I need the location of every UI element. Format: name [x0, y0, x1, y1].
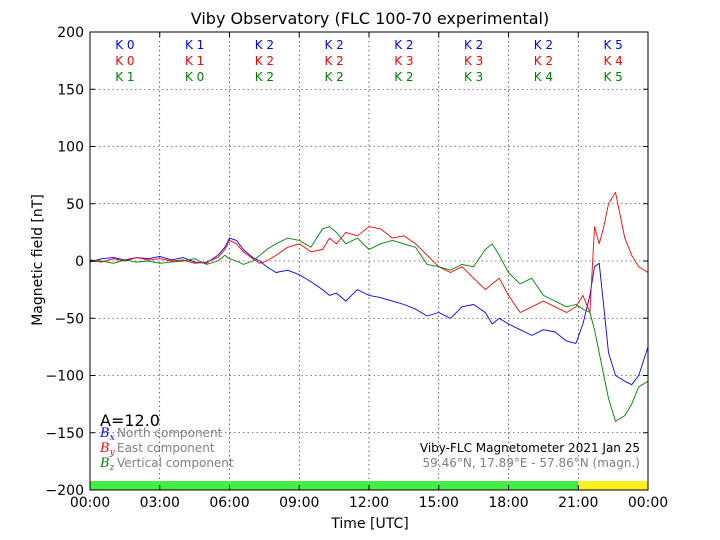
legend-label-vertical: Vertical component — [117, 456, 234, 470]
y-tick-label: −200 — [46, 483, 84, 499]
x-tick-label: 18:00 — [488, 495, 528, 511]
status-segment — [578, 481, 648, 490]
legend-label-east: East component — [117, 441, 215, 455]
k-index-red: K 2 — [324, 54, 343, 68]
legend-entry-east: By East component — [99, 441, 215, 458]
k-index-blue: K 1 — [185, 38, 204, 52]
k-index-green: K 2 — [394, 70, 413, 84]
y-tick-label: 200 — [57, 25, 84, 41]
k-index-green: K 1 — [115, 70, 134, 84]
x-tick-label: 12:00 — [349, 495, 389, 511]
k-index-blue: K 2 — [324, 38, 343, 52]
x-tick-label: 03:00 — [140, 495, 180, 511]
y-tick-label: −50 — [54, 311, 84, 327]
a-index-label: A=12.0 — [100, 411, 160, 430]
y-tick-label: −150 — [46, 426, 84, 442]
k-index-red: K 3 — [394, 54, 413, 68]
legend-symbol: B — [99, 441, 110, 456]
x-tick-label: 09:00 — [279, 495, 319, 511]
legend-label-north: North component — [117, 426, 223, 440]
y-tick-label: 100 — [57, 140, 84, 156]
x-axis-title: Time [UTC] — [330, 516, 408, 532]
k-index-green: K 2 — [324, 70, 343, 84]
k-index-green: K 4 — [534, 70, 553, 84]
svg-text:Bx: Bx — [99, 426, 115, 443]
x-tick-label: 21:00 — [558, 495, 598, 511]
legend: Bx North component By East component Bz … — [99, 426, 234, 473]
series-line-vertical — [89, 226, 649, 422]
y-tick-label: 50 — [66, 197, 84, 213]
x-tick-label: 00:00 — [70, 495, 110, 511]
y-axis-title: Magnetic field [nT] — [30, 194, 46, 326]
x-tick-label: 00:00 — [628, 495, 668, 511]
magnetometer-info: Viby-FLC Magnetometer 2021 Jan 25 — [420, 441, 640, 455]
chart-title: Viby Observatory (FLC 100-70 experimenta… — [191, 9, 550, 28]
legend-entry-north: Bx North component — [99, 426, 223, 443]
status-segment — [90, 481, 579, 490]
k-index-red: K 0 — [115, 54, 134, 68]
svg-text:By: By — [99, 441, 116, 458]
y-tick-label: 150 — [57, 82, 84, 98]
k-index-blue: K 2 — [534, 38, 553, 52]
x-tick-label: 15:00 — [419, 495, 459, 511]
k-index-blue: K 2 — [464, 38, 483, 52]
k-index-green: K 2 — [255, 70, 274, 84]
k-index-table: K 0 K 1 K 2 K 2 K 2 K 2 K 2 K 5 K 0 K 1 K 2 K 2 K 3 K… — [115, 38, 623, 84]
grid — [90, 32, 648, 490]
k-index-red: K 2 — [255, 54, 274, 68]
legend-subscript: z — [109, 463, 115, 473]
k-index-red: K 3 — [464, 54, 483, 68]
y-tick-label: 0 — [75, 254, 84, 270]
k-index-red: K 1 — [185, 54, 204, 68]
k-index-blue: K 2 — [394, 38, 413, 52]
k-index-green: K 0 — [185, 70, 204, 84]
status-bar — [90, 481, 648, 490]
axis-ticks: 00:00 03:00 06:00 09:00 12:00 15:00 18:00 21:00… — [46, 25, 669, 511]
legend-entry-vertical: Bz Vertical component — [99, 456, 234, 473]
legend-subscript: y — [109, 448, 116, 458]
k-index-red: K 2 — [534, 54, 553, 68]
k-index-green: K 3 — [464, 70, 483, 84]
legend-symbol: B — [99, 426, 110, 441]
legend-subscript: x — [110, 433, 115, 443]
y-tick-label: −100 — [46, 369, 84, 385]
x-tick-label: 06:00 — [209, 495, 249, 511]
k-index-blue: K 5 — [603, 38, 622, 52]
svg-text:Bz: Bz — [99, 456, 115, 473]
location-info: 59.46°N, 17.89°E - 57.86°N (magn.) — [423, 456, 640, 470]
k-index-blue: K 0 — [115, 38, 134, 52]
k-index-red: K 4 — [603, 54, 622, 68]
k-index-green: K 5 — [603, 70, 622, 84]
legend-symbol: B — [99, 456, 110, 471]
k-index-blue: K 2 — [255, 38, 274, 52]
series-layer — [89, 191, 649, 422]
